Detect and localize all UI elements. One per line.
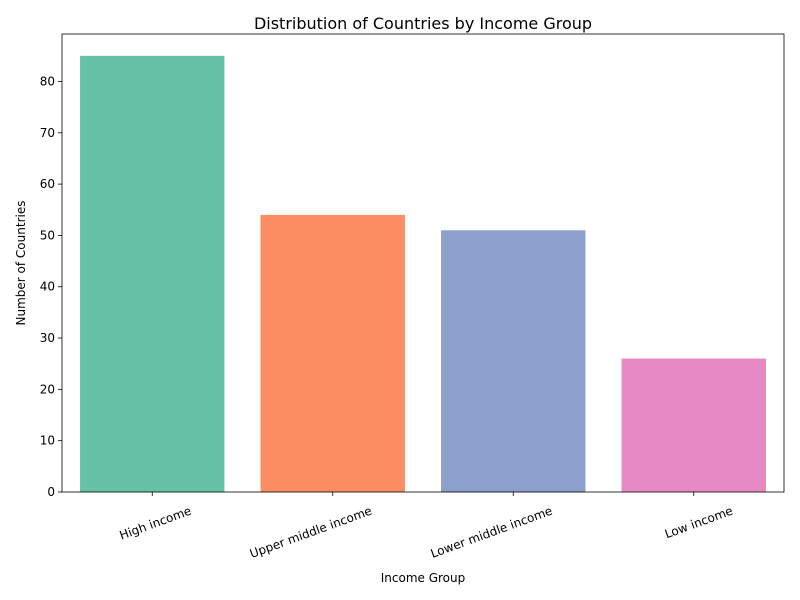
y-tick-label-2: 20 bbox=[40, 382, 55, 396]
y-tick-label-1: 10 bbox=[40, 434, 55, 448]
x-tick-label-2: Lower middle income bbox=[429, 504, 555, 561]
x-axis: High income Upper middle income Lower midd… bbox=[118, 492, 735, 561]
x-tick-label-1: Upper middle income bbox=[248, 504, 374, 561]
y-tick-label-6: 60 bbox=[40, 177, 55, 191]
y-tick-label-5: 50 bbox=[40, 228, 55, 242]
x-tick-label-3: Low income bbox=[663, 504, 735, 542]
x-tick-label-0: High income bbox=[118, 504, 194, 543]
bar-0 bbox=[80, 55, 225, 493]
bar-3 bbox=[621, 358, 766, 492]
y-tick-label-3: 30 bbox=[40, 331, 55, 345]
y-tick-label-8: 80 bbox=[40, 74, 55, 88]
y-axis: 0 10 20 30 40 50 60 70 80 bbox=[40, 74, 62, 499]
chart-title: Distribution of Countries by Income Grou… bbox=[254, 14, 592, 33]
bar-1 bbox=[260, 214, 405, 493]
bars-group bbox=[80, 55, 766, 493]
bar-2 bbox=[441, 230, 586, 493]
plot-frame bbox=[61, 33, 785, 493]
y-tick-label-0: 0 bbox=[47, 485, 55, 499]
y-tick-label-7: 70 bbox=[40, 126, 55, 140]
x-axis-label: Income Group bbox=[381, 571, 466, 585]
y-axis-label: Number of Countries bbox=[14, 201, 28, 326]
y-tick-label-4: 40 bbox=[40, 280, 55, 294]
